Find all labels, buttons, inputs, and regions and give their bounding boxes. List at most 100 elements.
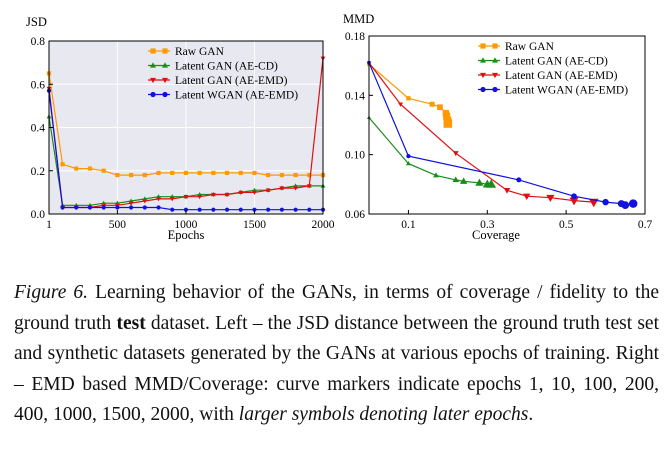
legend-entry: Latent GAN (AE-CD) [505,56,608,68]
figure: 1 500 1000 1500 20000.00.20.40.60.8JSDEpochs… [26,12,652,242]
y-tick-label: 0.0 [31,209,46,221]
data-point [406,96,411,101]
data-point [183,170,189,176]
data-point [252,190,257,195]
legend-marker [162,77,168,84]
data-point [279,172,284,178]
data-point [279,207,284,212]
legend: Raw GAN Latent GAN (AE-CD) Latent GAN (AE-… [478,41,628,97]
data-point [443,112,451,120]
y-axis-label: MMD [343,12,374,26]
data-point [115,172,120,178]
data-point [475,178,484,186]
caption-bold-word: test [116,312,146,334]
data-point [115,205,120,210]
data-point [602,198,609,206]
right-chart: 0.1 0.3 0.5 0.7 0.06 0.10 0.14 0.18 MMD Coverage R… [343,12,652,242]
data-point [405,160,411,166]
x-tick-label: 0.7 [638,219,653,231]
data-point [293,172,298,178]
data-point [279,186,285,191]
legend-marker [150,77,156,84]
legend: Raw GAN Latent GAN (AE-CD) Latent GAN (AE-… [148,46,298,102]
data-point [238,190,244,195]
data-point [437,104,443,111]
data-point [224,170,230,176]
caption-end: . [528,404,534,425]
x-axis-label: Epochs [168,228,205,242]
data-point [452,176,460,183]
data-point [142,199,148,204]
data-point [101,205,106,210]
legend-entry: Latent GAN (AE-EMD) [505,70,618,82]
data-point [129,172,134,178]
legend-marker [162,62,168,68]
data-point [293,186,299,191]
legend-marker [150,91,156,98]
data-point [210,192,216,198]
caption-text-part1: Learning behavior of the GANs, in terms … [14,282,659,334]
y-axis-label: JSD [26,15,47,29]
data-point [74,166,79,171]
x-tick-label: 1 [46,219,52,231]
data-point [101,168,106,173]
legend-entry: Raw GAN [505,41,555,53]
x-tick-label: 0.3 [480,219,495,231]
data-point [211,207,216,212]
legend-marker [162,91,168,98]
data-point [293,207,298,212]
legend-marker [492,57,498,63]
legend-entry: Latent GAN (AE-CD) [175,61,278,73]
legend-marker [150,62,156,68]
legend-marker [492,72,498,79]
data-point [170,170,175,176]
data-point [265,188,271,193]
data-point [628,199,638,208]
data-point [266,207,271,212]
legend-marker [492,86,498,93]
data-point [429,101,435,107]
data-point [516,177,522,183]
data-point [183,207,189,212]
x-tick-label: 500 [109,219,127,231]
y-tick-label: 0.8 [31,36,46,48]
data-point [60,162,65,167]
data-point [169,197,175,202]
data-point [398,102,404,107]
series-line-2 [368,62,594,203]
legend-marker [480,86,486,93]
data-point [142,172,147,178]
x-tick-label: 1000 [174,219,197,231]
y-tick-label: 0.18 [345,31,365,43]
data-point [183,195,189,200]
y-tick-label: 0.6 [31,79,46,91]
data-point [486,179,497,188]
x-tick-label: 2000 [312,219,335,231]
data-point [87,166,93,171]
legend-marker [492,43,498,49]
legend-entry: Raw GAN [175,46,225,58]
data-point [129,205,134,210]
data-point [224,207,230,212]
data-point [156,197,161,202]
x-tick-label: 0.5 [559,219,574,231]
data-point [170,207,175,212]
data-point [238,170,243,176]
data-point [569,197,579,206]
plot-area [369,36,645,214]
data-point [523,193,531,201]
data-point [307,207,312,212]
data-point [306,184,312,189]
legend-marker [162,48,168,54]
y-tick-label: 0.06 [345,209,365,221]
data-point [459,177,468,184]
legend-entry: Latent WGAN (AE-EMD) [505,85,628,97]
left-chart: 1 500 1000 1500 20000.00.20.40.60.8JSDEpochs… [26,15,335,242]
caption-text-part2: dataset. Left – the JSD distance between… [14,312,659,426]
data-point [266,172,271,178]
x-tick-label: 0.1 [401,219,416,231]
y-tick-label: 0.2 [31,166,46,178]
data-point [252,207,257,212]
legend-marker [480,43,486,49]
legend-marker [480,57,486,63]
